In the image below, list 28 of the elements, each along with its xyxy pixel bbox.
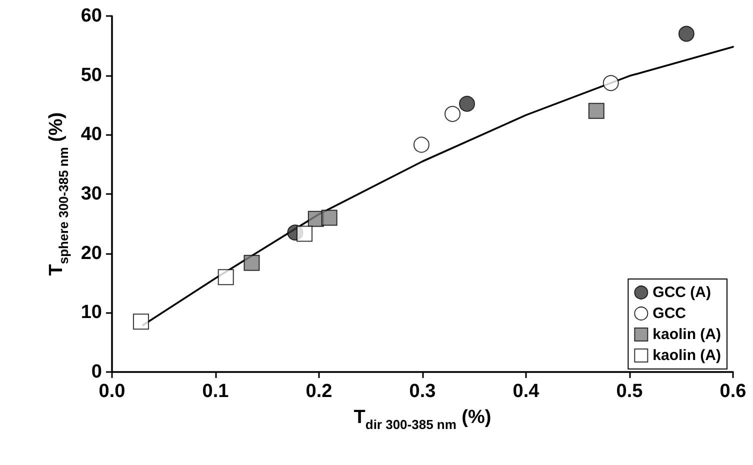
y-tick-label: 60 <box>80 6 102 26</box>
x-tick-label: 0.2 <box>306 381 332 402</box>
point <box>218 269 234 286</box>
point <box>244 254 260 271</box>
x-tick-label: 0.5 <box>616 381 644 402</box>
y-tick-label: 40 <box>80 124 102 146</box>
legend-label: GCC (A) <box>652 284 711 301</box>
x-tick-label: 0.0 <box>98 381 126 402</box>
point <box>678 26 694 42</box>
y-tick-label: 20 <box>80 242 102 264</box>
legend-label: kaolin (A) <box>652 326 722 343</box>
point <box>296 226 313 242</box>
y-tick-label: 10 <box>80 302 102 324</box>
y-tick-label: 30 <box>80 184 102 204</box>
point <box>602 75 619 92</box>
point <box>321 210 338 226</box>
point <box>588 102 604 119</box>
legend-label: GCC <box>652 305 686 322</box>
x-tick-label: 0.6 <box>720 381 746 402</box>
x-tick-label: 0.4 <box>512 381 540 402</box>
x-tick-label: 0.1 <box>202 381 230 402</box>
x-tick-label: 0.3 <box>409 381 436 402</box>
point <box>132 314 149 330</box>
point <box>459 96 476 112</box>
y-tick-label: 50 <box>80 64 102 86</box>
y-axis-title: Tsphere 300-385 nm (%) <box>46 112 71 276</box>
y-tick-label: 0 <box>91 362 102 382</box>
legend-label: kaolin (A) <box>652 347 722 364</box>
